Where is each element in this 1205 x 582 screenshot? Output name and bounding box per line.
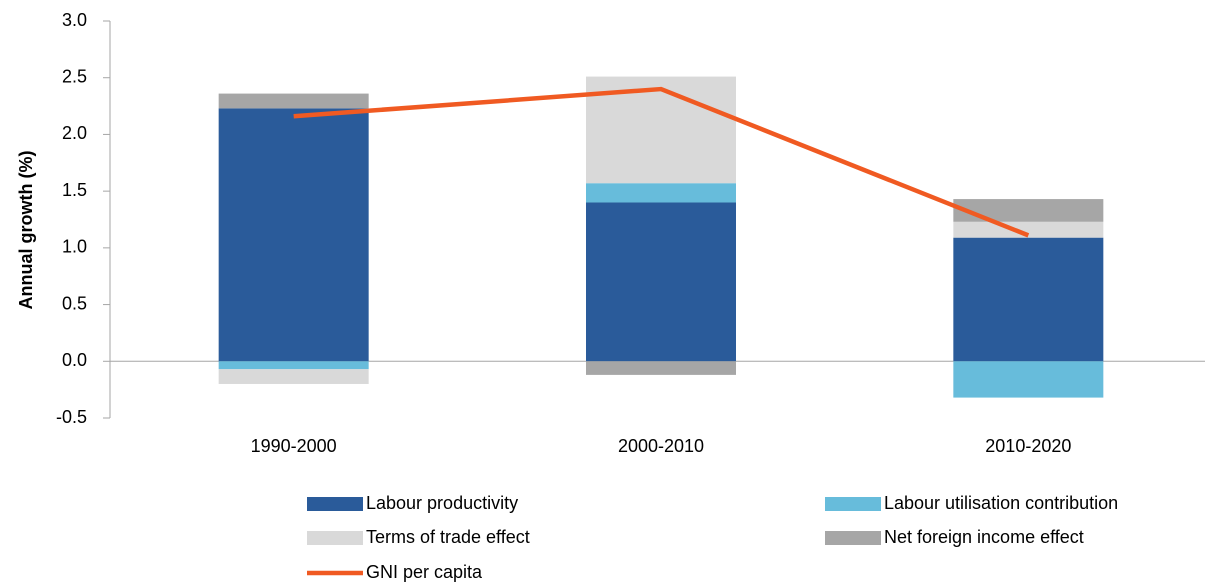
bar-segment [953, 237, 1104, 362]
y-tick-label: 2.5 [62, 66, 87, 86]
legend-label: Labour utilisation contribution [884, 493, 1118, 513]
y-tick-label: 3.0 [62, 10, 87, 30]
bars-layer [218, 76, 1104, 398]
legend-label: Net foreign income effect [884, 527, 1084, 547]
x-tick-label: 1990-2000 [251, 436, 337, 456]
legend-swatch [307, 497, 363, 511]
legend-swatch [825, 497, 881, 511]
y-tick-label: 2.0 [62, 123, 87, 143]
bar-segment [218, 361, 369, 370]
x-tick-label: 2010-2020 [985, 436, 1071, 456]
line-layer [293, 86, 1030, 238]
bar-segment [218, 108, 369, 362]
legend-label: GNI per capita [366, 562, 483, 582]
legend-label: Terms of trade effect [366, 527, 530, 547]
bar-segment [953, 361, 1104, 398]
x-tick-label: 2000-2010 [618, 436, 704, 456]
bar-segment [953, 199, 1104, 222]
bar-segment [586, 183, 736, 203]
gni-per-capita-line [293, 86, 1030, 238]
bar-segment [586, 202, 736, 362]
legend: Labour productivity Labour utilisation co… [307, 493, 1118, 582]
legend-swatch [825, 531, 881, 545]
y-tick-label: 0.0 [62, 350, 87, 370]
y-tick-label: -0.5 [56, 407, 87, 427]
y-tick-label: 1.5 [62, 180, 87, 200]
bar-segment [953, 221, 1104, 238]
bar-segment [218, 93, 369, 109]
legend-swatch [307, 531, 363, 545]
y-tick-label: 1.0 [62, 237, 87, 257]
bar-segment [218, 369, 369, 384]
legend-label: Labour productivity [366, 493, 518, 513]
y-tick-label: 0.5 [62, 293, 87, 313]
tick-labels: 3.0 2.5 2.0 1.5 1.0 0.5 0.0 -0.5 1990-2000 2000-2… [56, 10, 1071, 456]
bar-segment [586, 361, 736, 375]
y-axis-label: Annual growth (%) [16, 151, 36, 310]
